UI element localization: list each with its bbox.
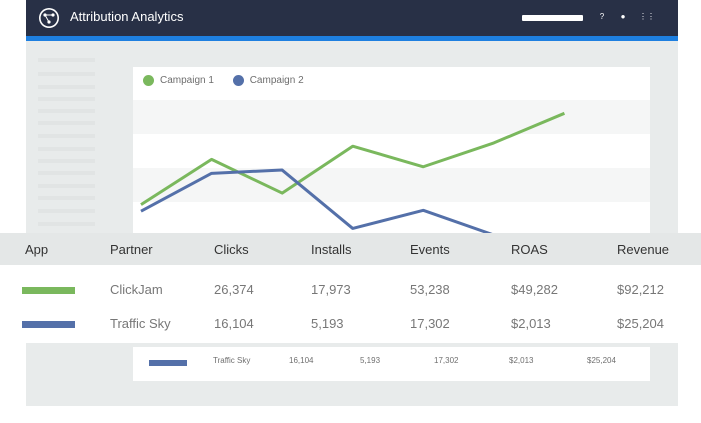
column-header-events[interactable]: Events <box>410 242 450 257</box>
sidebar-item[interactable] <box>38 134 95 138</box>
column-header-installs[interactable]: Installs <box>311 242 352 257</box>
sidebar-item[interactable] <box>38 184 95 188</box>
column-header-partner[interactable]: Partner <box>110 242 153 257</box>
column-header-revenue[interactable]: Revenue <box>617 242 670 257</box>
sidebar-item[interactable] <box>38 109 95 113</box>
legend-item-campaign-2[interactable]: Campaign 2 <box>232 75 304 86</box>
column-header-clicks[interactable]: Clicks <box>214 242 249 257</box>
sidebar-item[interactable] <box>38 209 95 213</box>
installs-cell: 17,973 <box>311 282 351 297</box>
sidebar-item[interactable] <box>38 97 95 101</box>
legend-item-campaign-1[interactable]: Campaign 1 <box>143 75 214 86</box>
events-cell: 17,302 <box>410 316 450 331</box>
accent-line <box>26 36 678 41</box>
top-navbar: Attribution Analytics ? ● ⋮⋮ <box>26 0 678 36</box>
column-header-roas[interactable]: ROAS <box>511 242 548 257</box>
logo-icon <box>39 8 59 28</box>
roas-cell: $49,282 <box>511 282 558 297</box>
sidebar-item[interactable] <box>38 196 95 200</box>
sidebar-item[interactable] <box>38 121 95 125</box>
back-table-row: Traffic Sky 16,104 5,193 17,302 $2,013 $… <box>133 347 650 381</box>
events-cell: 53,238 <box>410 282 450 297</box>
grid-icon[interactable]: ⋮⋮ <box>639 12 655 21</box>
series-line-2 <box>140 168 495 235</box>
sidebar-item[interactable] <box>38 222 95 226</box>
row-swatch <box>22 321 75 328</box>
sidebar-item[interactable] <box>38 58 95 62</box>
sidebar-item[interactable] <box>38 147 95 151</box>
sidebar-item[interactable] <box>38 159 95 163</box>
chart-legend: Campaign 1 Campaign 2 <box>143 75 320 89</box>
app-title: Attribution Analytics <box>70 9 184 24</box>
grid-band <box>133 100 650 134</box>
revenue-cell: $25,204 <box>617 316 664 331</box>
user-icon[interactable]: ● <box>620 12 626 21</box>
partner-cell: Traffic Sky <box>213 356 251 365</box>
legend-label: Campaign 2 <box>249 75 304 86</box>
roas-cell: $2,013 <box>509 356 534 365</box>
partner-cell: Traffic Sky <box>110 316 171 331</box>
clicks-cell: 16,104 <box>289 356 314 365</box>
installs-cell: 5,193 <box>360 356 381 365</box>
clicks-cell: 16,104 <box>214 316 254 331</box>
sidebar-item[interactable] <box>38 85 95 89</box>
revenue-cell: $92,212 <box>617 282 664 297</box>
installs-cell: 5,193 <box>311 316 344 331</box>
legend-dot <box>232 75 244 86</box>
table-header: App Partner Clicks Installs Events ROAS … <box>0 233 701 265</box>
question-icon[interactable]: ? <box>599 12 605 21</box>
legend-dot <box>143 75 154 86</box>
sidebar-item[interactable] <box>38 72 95 76</box>
row-swatch <box>149 360 187 366</box>
search-input[interactable] <box>522 15 583 21</box>
chart-card: Campaign 1 Campaign 2 <box>133 67 650 235</box>
clicks-cell: 26,374 <box>214 282 254 297</box>
sidebar-item[interactable] <box>38 171 95 175</box>
line-chart <box>140 111 566 235</box>
legend-label: Campaign 1 <box>160 75 214 86</box>
column-header-app[interactable]: App <box>25 242 49 257</box>
attribution-table: App Partner Clicks Installs Events ROAS … <box>0 233 701 343</box>
partner-cell: ClickJam <box>110 282 163 297</box>
roas-cell: $2,013 <box>511 316 551 331</box>
revenue-cell: $25,204 <box>587 356 616 365</box>
row-swatch <box>22 287 75 294</box>
series-line-1 <box>140 111 566 206</box>
events-cell: 17,302 <box>434 356 459 365</box>
